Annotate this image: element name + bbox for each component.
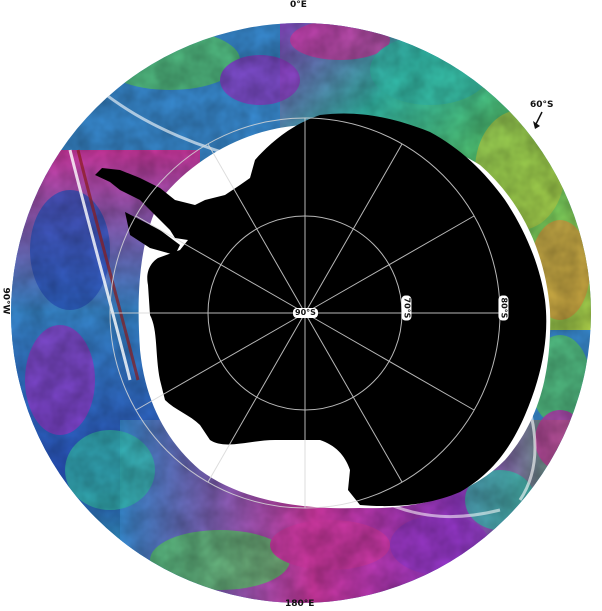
latitude-arrow: [533, 111, 543, 129]
label-90s: 90°S: [293, 308, 318, 318]
label-80s: 70°S: [401, 295, 412, 321]
label-180e: 180°E: [285, 599, 315, 609]
antarctica-landmass: [95, 113, 547, 507]
label-70s: 80°S: [498, 295, 509, 321]
meridian-lines: [110, 118, 500, 508]
label-90w: 90°W: [0, 287, 11, 315]
label-0e: 0°E: [290, 0, 307, 10]
label-60s: 60°S: [530, 100, 554, 110]
